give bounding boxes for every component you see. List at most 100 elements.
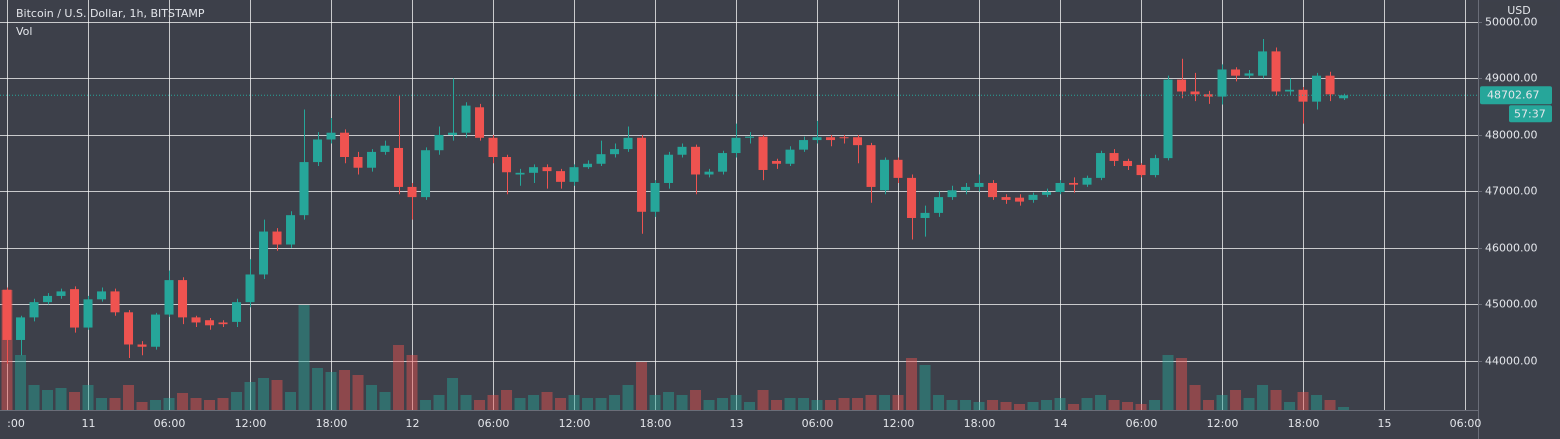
volume-bar <box>906 358 918 410</box>
volume-bar <box>258 378 270 410</box>
last-price-box <box>1480 86 1552 105</box>
candle-body <box>394 147 404 187</box>
volume-bar <box>42 390 54 410</box>
candle-body <box>758 136 768 170</box>
volume-bar <box>271 380 283 410</box>
x-tick-label: 06:00 <box>154 417 186 430</box>
currency-label: USD <box>1507 4 1531 17</box>
candle-body <box>1190 91 1200 95</box>
x-tick-label: 18:00 <box>316 417 348 430</box>
volume-bar <box>771 400 783 410</box>
volume-bar <box>811 400 823 410</box>
candle-body <box>205 320 215 326</box>
candle-body <box>502 156 512 173</box>
candle-body <box>1136 164 1146 176</box>
volume-bar <box>879 395 891 410</box>
y-tick-label: 46000.00 <box>1485 242 1538 255</box>
candle-body <box>893 159 903 178</box>
candle-body <box>1271 51 1281 92</box>
candle-body <box>110 291 120 313</box>
volume-bar <box>636 362 648 410</box>
volume-bar <box>123 385 135 410</box>
candle-body <box>1298 89 1308 102</box>
volume-bar <box>757 390 769 410</box>
volume-bar <box>528 395 540 410</box>
volume-bar <box>1203 400 1215 410</box>
volume-bar <box>1230 390 1242 410</box>
volume-bar <box>1270 390 1282 410</box>
candle-body <box>245 274 255 303</box>
candle-body <box>286 215 296 245</box>
candle-body <box>1217 69 1227 97</box>
candle-body <box>137 344 147 347</box>
candle-body <box>853 137 863 146</box>
volume-bar <box>298 305 310 410</box>
candle-body <box>772 160 782 164</box>
volume-bar <box>1149 400 1161 410</box>
volume-bar <box>730 395 742 410</box>
volume-bar <box>595 398 607 410</box>
volume-bar <box>460 395 472 410</box>
volume-bar <box>15 355 27 410</box>
volume-bar <box>703 400 715 410</box>
volume-bar <box>1135 404 1147 410</box>
volume-bar <box>312 368 324 410</box>
volume-bar <box>555 398 567 410</box>
x-tick-label: 06:00 <box>478 417 510 430</box>
candle-body <box>1204 94 1214 97</box>
candle-body <box>434 134 444 151</box>
candle-body <box>353 156 363 168</box>
candle-body <box>637 137 647 212</box>
x-tick-label: 06:00 <box>1126 417 1158 430</box>
volume-bar <box>744 402 756 410</box>
candle-body <box>191 317 201 323</box>
x-tick-label: 12 <box>406 417 420 430</box>
volume-bar <box>487 395 499 410</box>
candle-body <box>124 312 134 345</box>
volume-bar <box>649 395 661 410</box>
y-tick-label: 47000.00 <box>1485 185 1538 198</box>
volume-bar <box>150 400 162 410</box>
volume-bar <box>379 392 391 410</box>
volume-bar <box>55 388 67 410</box>
candle-body <box>56 291 66 296</box>
volume-bar <box>568 395 580 410</box>
candle-body <box>515 172 525 175</box>
candle-body <box>556 171 566 182</box>
candle-body <box>1244 73 1254 76</box>
candle-body <box>1109 153 1119 161</box>
volume-bar <box>1122 402 1134 410</box>
volume-bar <box>717 398 729 410</box>
candle-body <box>799 140 809 150</box>
volume-bar <box>1216 395 1228 410</box>
candle-body <box>1339 95 1349 99</box>
candle-body <box>1015 197 1025 202</box>
candle-body <box>1096 153 1106 178</box>
x-tick-label: 18:00 <box>964 417 996 430</box>
candle-body <box>583 163 593 168</box>
candle-body <box>664 154 674 183</box>
y-tick-label: 49000.00 <box>1485 72 1538 85</box>
candle-body <box>407 186 417 198</box>
volume-bar <box>960 400 972 410</box>
volume-legend: Vol <box>16 25 32 38</box>
candle-body <box>178 280 188 318</box>
volume-bar <box>366 385 378 410</box>
candle-body <box>596 154 606 164</box>
candle-body <box>313 139 323 163</box>
candle-body <box>529 167 539 173</box>
candle-body <box>1069 182 1079 185</box>
volume-bar <box>285 392 297 410</box>
x-tick-label: :00 <box>7 417 25 430</box>
volume-bar <box>393 345 405 410</box>
volume-bar <box>325 372 337 410</box>
volume-bar <box>865 395 877 410</box>
volume-bar <box>1284 402 1296 410</box>
volume-bar <box>541 392 553 410</box>
x-tick-label: 13 <box>730 417 744 430</box>
volume-bar <box>136 402 148 410</box>
candle-body <box>232 302 242 322</box>
y-tick-label: 50000.00 <box>1485 16 1538 29</box>
volume-bar <box>1257 385 1269 410</box>
volume-bar <box>838 398 850 410</box>
